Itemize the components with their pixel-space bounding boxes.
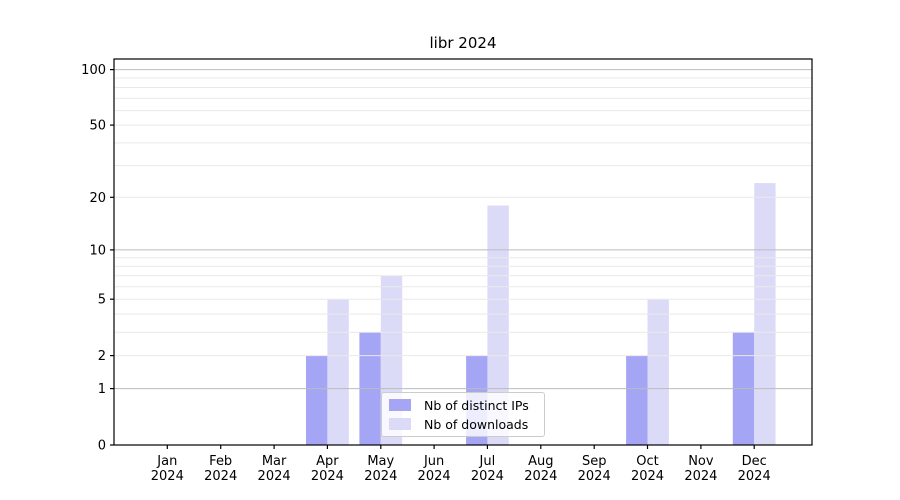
x-tick-label-feb: Feb 2024: [204, 454, 237, 484]
x-axis: Jan 2024 Feb 2024 Mar 2024 Apr 2024 May 2024 Jun 20…: [151, 445, 771, 484]
x-tick-label-aug: Aug 2024: [524, 454, 557, 484]
legend: Nb of distinct IPs Nb of downloads: [381, 392, 545, 437]
legend-swatch-downloads: [389, 418, 411, 430]
y-tick-label: 100: [81, 63, 106, 78]
x-tick-label-nov: Nov 2024: [684, 454, 717, 484]
x-tick-label-mar: Mar 2024: [258, 454, 291, 484]
bar-nb-of-downloads-jul: [487, 205, 509, 445]
x-tick-label-jun: Jun 2024: [418, 454, 451, 484]
gridlines: [114, 69, 812, 390]
x-tick-label-jul: Jul 2024: [471, 454, 504, 484]
chart-title: libr 2024: [429, 34, 497, 52]
legend-item-distinct-ips: Nb of distinct IPs: [389, 398, 537, 413]
x-tick-label-sep: Sep 2024: [578, 454, 611, 484]
legend-swatch-distinct-ips: [389, 399, 411, 411]
plot-border: [113, 58, 813, 446]
y-tick-label: 50: [89, 119, 106, 134]
y-tick-label: 2: [98, 349, 106, 364]
bar-nb-of-downloads-apr: [327, 299, 349, 445]
y-tick-label: 5: [98, 293, 106, 308]
y-axis: 0 1 2 5 10 20 50 100: [81, 63, 114, 454]
x-tick-label-jan: Jan 2024: [151, 454, 184, 484]
bar-nb-of-downloads-oct: [647, 299, 669, 445]
legend-label-downloads: Nb of downloads: [424, 416, 529, 432]
bar-nb-of-distinct-ips-oct: [626, 355, 648, 445]
x-tick-label-dec: Dec 2024: [738, 454, 771, 484]
x-tick-label-apr: Apr 2024: [311, 454, 344, 484]
bar-nb-of-distinct-ips-apr: [306, 355, 328, 445]
x-tick-label-may: May 2024: [364, 454, 397, 484]
y-tick-label: 20: [89, 191, 106, 206]
y-tick-label: 1: [98, 382, 106, 397]
y-tick-label: 0: [98, 439, 106, 454]
legend-label-distinct-ips: Nb of distinct IPs: [424, 397, 529, 413]
x-tick-label-oct: Oct 2024: [631, 454, 664, 484]
legend-item-downloads: Nb of downloads: [389, 417, 537, 432]
y-tick-label: 10: [89, 243, 106, 258]
